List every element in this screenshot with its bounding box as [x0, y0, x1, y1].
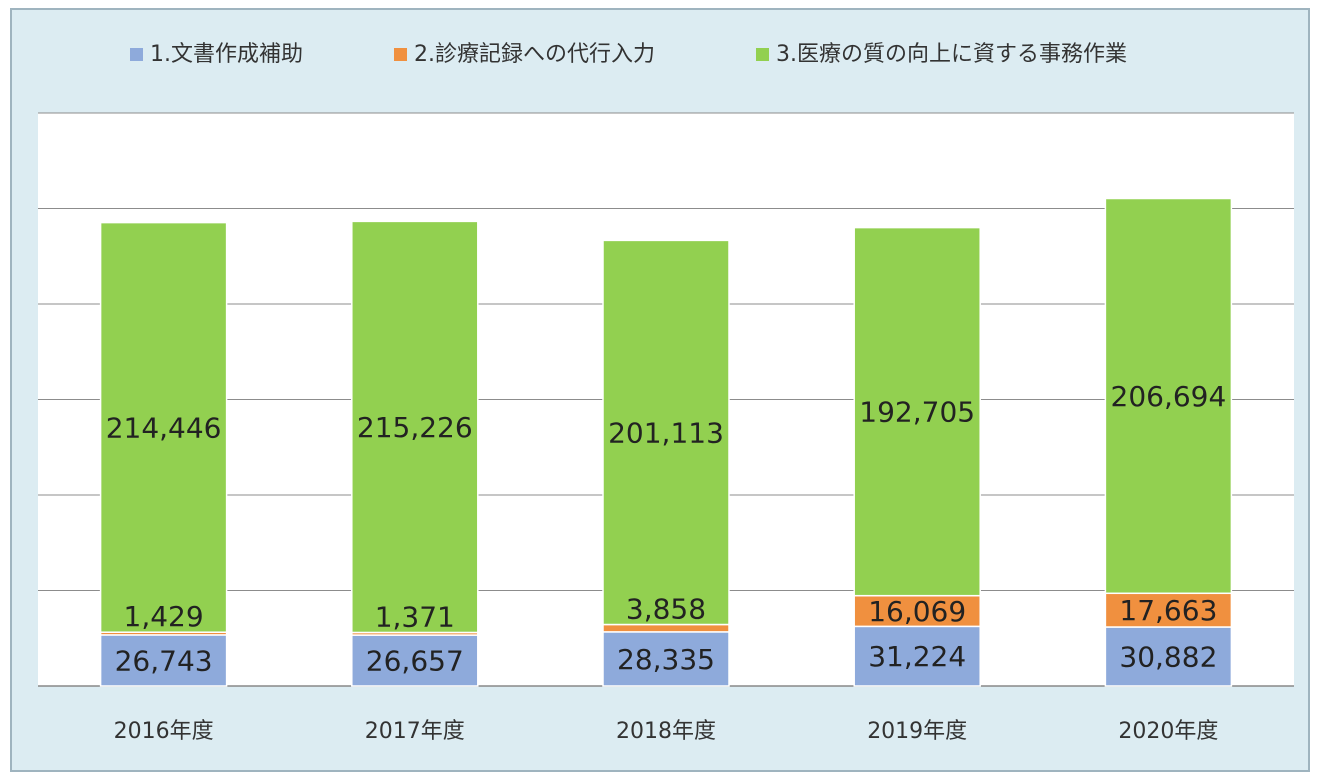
x-tick-label: 2020年度	[1118, 719, 1218, 744]
data-label: 201,113	[608, 416, 724, 449]
data-label: 1,429	[124, 600, 204, 633]
legend-label: 1.文書作成補助	[150, 42, 303, 67]
x-tick-label: 2018年度	[616, 719, 716, 744]
data-label: 206,694	[1111, 380, 1227, 413]
data-label: 3,858	[626, 593, 706, 626]
stacked-bar-chart: 1.文書作成補助 2.診療記録への代行入力 3.医療の質の向上に資する事務作業 26…	[38, 42, 1294, 744]
data-label: 26,743	[115, 644, 213, 677]
bar-segment	[853, 594, 981, 628]
data-label: 28,335	[617, 643, 715, 676]
bar-segment	[853, 226, 981, 597]
bar-segment	[602, 239, 730, 626]
bar-segment	[602, 623, 730, 633]
bar-segment	[602, 631, 730, 687]
chart-frame: 1.文書作成補助 2.診療記録への代行入力 3.医療の質の向上に資する事務作業 26…	[10, 8, 1310, 772]
bar-segment	[351, 220, 479, 634]
bar-segment	[351, 634, 479, 687]
legend: 1.文書作成補助 2.診療記録への代行入力 3.医療の質の向上に資する事務作業	[130, 42, 1127, 67]
data-label: 215,226	[357, 411, 473, 444]
bar-segment	[1104, 626, 1233, 687]
x-tick-label: 2019年度	[867, 719, 967, 744]
bars: 26,743 1,429 214,446 26,657 1,371 215,226 28,3…	[99, 197, 1233, 687]
data-label: 26,657	[366, 645, 464, 678]
x-tick-label: 2016年度	[114, 719, 214, 744]
data-label: 17,663	[1119, 594, 1217, 627]
legend-swatch	[394, 48, 407, 61]
data-label: 214,446	[106, 411, 222, 444]
bar-segment	[853, 625, 981, 687]
data-label: 1,371	[375, 600, 455, 633]
data-label: 31,224	[868, 640, 966, 673]
bar-segment	[1104, 197, 1233, 595]
x-tick-label: 2017年度	[365, 719, 465, 744]
x-axis-ticks: 2016年度 2017年度 2018年度 2019年度 2020年度	[114, 719, 1219, 744]
legend-label: 3.医療の質の向上に資する事務作業	[776, 42, 1127, 67]
legend-swatch	[130, 48, 143, 61]
data-label: 30,882	[1119, 641, 1217, 674]
legend-label: 2.診療記録への代行入力	[414, 42, 655, 67]
data-label: 16,069	[868, 595, 966, 628]
bar-segment	[99, 221, 228, 633]
data-label: 192,705	[859, 396, 975, 429]
legend-swatch	[756, 48, 769, 61]
